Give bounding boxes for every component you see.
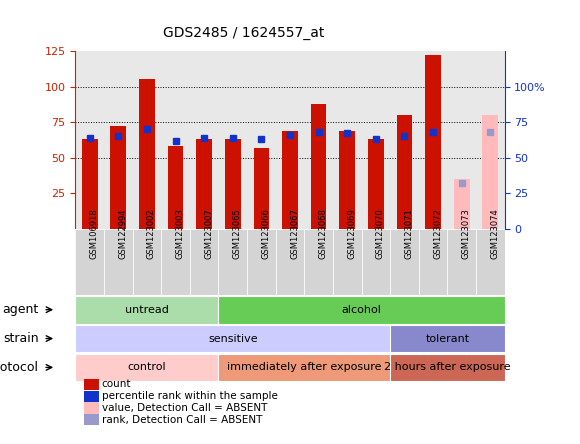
Bar [133,229,161,295]
Text: agent: agent [3,303,39,316]
Bar [425,56,441,229]
Bar [75,296,219,324]
Bar [82,139,97,229]
Text: GSM106918: GSM106918 [90,209,99,259]
Text: percentile rank within the sample: percentile rank within the sample [102,391,277,401]
Bar [110,127,126,229]
Bar [339,131,355,229]
Bar [168,146,183,229]
Bar [447,229,476,295]
Bar [75,353,219,381]
Text: GSM123068: GSM123068 [318,209,328,259]
Bar [311,103,327,229]
Bar [390,229,419,295]
Text: GSM123070: GSM123070 [376,209,385,259]
Text: tolerant: tolerant [425,333,469,344]
Text: GDS2485 / 1624557_at: GDS2485 / 1624557_at [163,26,324,40]
Text: sensitive: sensitive [208,333,258,344]
Bar [454,179,470,229]
Bar [75,325,390,353]
Bar [219,353,390,381]
Bar [282,131,298,229]
Bar [161,229,190,295]
Text: strain: strain [3,332,39,345]
Text: 2 hours after exposure: 2 hours after exposure [384,362,510,373]
Text: GSM123002: GSM123002 [147,209,156,259]
Bar [390,353,505,381]
Text: GSM123074: GSM123074 [490,209,499,259]
Bar [104,229,133,295]
Bar [483,115,498,229]
Bar [253,148,269,229]
Bar [304,229,333,295]
Bar [219,229,247,295]
Text: GSM122994: GSM122994 [118,209,128,259]
Text: protocol: protocol [0,361,39,374]
Bar [397,115,412,229]
Text: count: count [102,379,131,389]
Bar [190,229,219,295]
Text: GSM123067: GSM123067 [290,209,299,259]
Text: GSM123073: GSM123073 [462,209,471,259]
Bar [219,296,505,324]
Text: GSM123003: GSM123003 [176,209,184,259]
Text: GSM123069: GSM123069 [347,209,356,259]
Bar [196,139,212,229]
Bar [333,229,361,295]
Bar [75,229,104,295]
Bar [139,79,155,229]
Text: GSM123065: GSM123065 [233,209,242,259]
Text: GSM123071: GSM123071 [404,209,414,259]
Bar [225,139,241,229]
Text: GSM123066: GSM123066 [262,209,270,259]
Text: alcohol: alcohol [342,305,382,315]
Text: rank, Detection Call = ABSENT: rank, Detection Call = ABSENT [102,415,262,424]
Text: value, Detection Call = ABSENT: value, Detection Call = ABSENT [102,403,267,413]
Text: immediately after exposure: immediately after exposure [227,362,382,373]
Bar [361,229,390,295]
Bar [368,139,384,229]
Text: untread: untread [125,305,169,315]
Bar [247,229,276,295]
Bar [476,229,505,295]
Bar [276,229,304,295]
Text: control: control [128,362,166,373]
Bar [419,229,447,295]
Text: GSM123007: GSM123007 [204,209,213,259]
Bar [390,325,505,353]
Text: GSM123072: GSM123072 [433,209,442,259]
